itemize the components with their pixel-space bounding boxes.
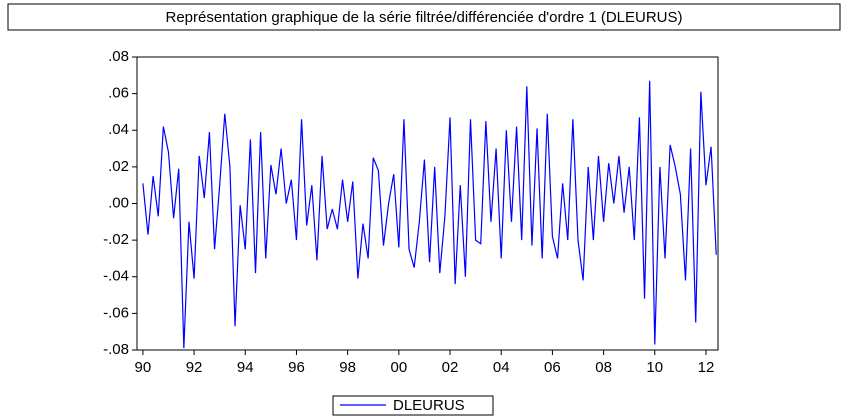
x-tick-label: 08 — [595, 359, 612, 376]
x-tick-label: 12 — [698, 359, 715, 376]
x-tick-label: 00 — [390, 359, 407, 376]
x-tick-label: 90 — [135, 359, 152, 376]
x-tick-label: 06 — [544, 359, 561, 376]
y-tick-label: -.08 — [103, 341, 129, 358]
title-box — [7, 3, 841, 31]
x-tick-label: 94 — [237, 359, 254, 376]
x-tick-label: 02 — [442, 359, 459, 376]
x-tick-label: 96 — [288, 359, 305, 376]
legend-label: DLEURUS — [393, 397, 465, 414]
y-tick-label: .06 — [108, 85, 129, 102]
chart-title: Représentation graphique de la série fil… — [165, 9, 682, 26]
y-tick-label: .08 — [108, 48, 129, 65]
y-tick-label: .02 — [108, 158, 129, 175]
x-tick-label: 04 — [493, 359, 510, 376]
series-line — [142, 80, 717, 349]
y-tick-label: .00 — [108, 194, 129, 211]
x-tick-label: 92 — [186, 359, 203, 376]
legend — [332, 395, 494, 416]
x-tick-label: 98 — [339, 359, 356, 376]
y-tick-label: .04 — [108, 121, 129, 138]
y-tick-label: -.04 — [103, 268, 129, 285]
x-tick-label: 10 — [646, 359, 663, 376]
y-tick-label: -.06 — [103, 304, 129, 321]
y-tick-label: -.02 — [103, 231, 129, 248]
plot-area — [136, 56, 719, 351]
